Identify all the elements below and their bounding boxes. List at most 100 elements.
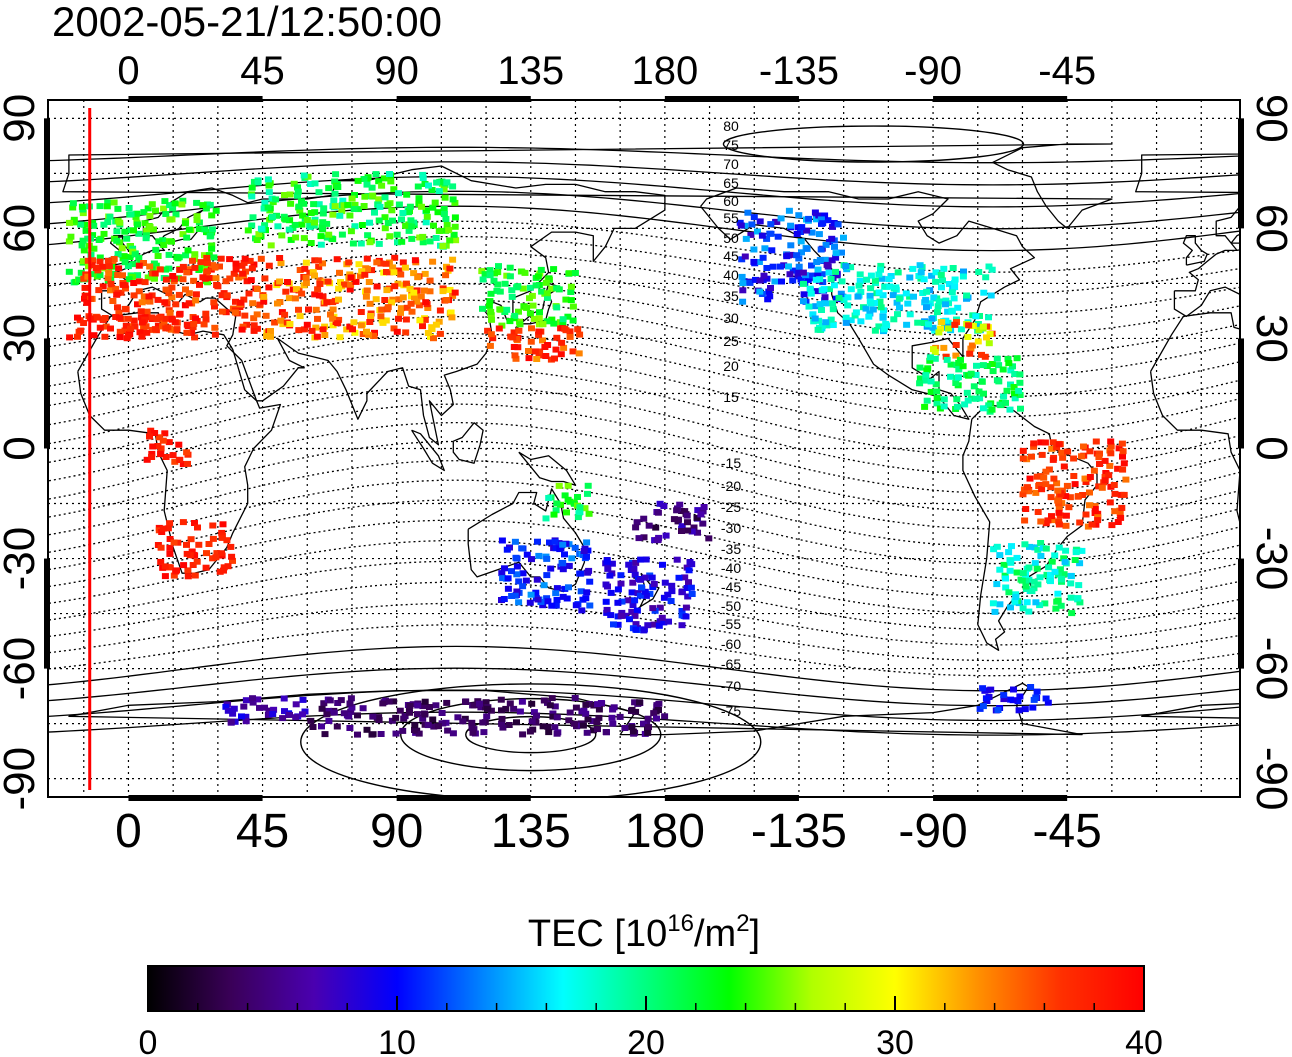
- south-pole-oval: [465, 715, 597, 754]
- tec-point: [110, 256, 118, 262]
- tec-point: [334, 320, 342, 327]
- tec-point: [567, 297, 575, 304]
- tec-point: [531, 348, 539, 355]
- tec-point: [824, 217, 832, 224]
- tec-point: [119, 272, 126, 279]
- tec-point: [558, 339, 566, 346]
- mlat-label: -55: [721, 616, 741, 632]
- colorbar-tick-label: 10: [378, 1024, 416, 1057]
- tec-point: [106, 213, 114, 220]
- tec-point: [513, 588, 521, 595]
- tec-point: [184, 247, 192, 254]
- tec-point: [555, 482, 563, 489]
- tec-point: [218, 292, 226, 299]
- tec-point: [532, 282, 540, 289]
- tec-point: [530, 315, 538, 322]
- tec-point: [1079, 492, 1087, 498]
- mlat-label: 80: [723, 118, 739, 134]
- tec-point: [385, 698, 393, 705]
- tec-point: [542, 515, 550, 522]
- tec-point: [296, 267, 304, 273]
- tec-point: [223, 537, 231, 544]
- tec-point: [151, 270, 159, 277]
- tec-point: [148, 201, 156, 208]
- tec-point: [1017, 405, 1024, 412]
- tec-point: [953, 403, 961, 410]
- south-pole-oval: [300, 683, 762, 797]
- tec-point: [310, 201, 318, 208]
- tec-point: [1019, 455, 1027, 462]
- tec-point: [121, 259, 129, 266]
- tec-point: [415, 730, 423, 737]
- tec-point: [840, 234, 847, 241]
- tec-point: [141, 279, 149, 286]
- tec-point: [917, 269, 925, 276]
- tec-point: [278, 232, 286, 239]
- tec-point: [285, 226, 293, 233]
- tec-point: [1119, 466, 1127, 473]
- tec-point: [668, 582, 676, 589]
- tec-point: [361, 193, 369, 200]
- tec-point: [983, 363, 991, 369]
- tec-point: [567, 289, 575, 295]
- tec-point: [916, 375, 924, 382]
- tec-point: [1057, 491, 1065, 498]
- mlat-contour: [48, 624, 1240, 677]
- tec-point: [1055, 441, 1063, 448]
- tec-point: [1118, 440, 1126, 447]
- tec-point: [480, 729, 488, 736]
- tec-point: [333, 256, 341, 263]
- tec-point: [490, 277, 498, 284]
- tec-point: [451, 223, 459, 230]
- tec-point: [1037, 540, 1045, 546]
- tec-point: [1096, 450, 1103, 457]
- tec-point: [942, 301, 949, 308]
- tec-point: [366, 300, 374, 307]
- tec-point: [432, 321, 440, 328]
- tec-point: [1005, 589, 1013, 596]
- tec-point: [1011, 371, 1019, 377]
- tec-point: [180, 562, 188, 569]
- tec-point: [960, 268, 967, 275]
- tec-point: [559, 560, 567, 566]
- tec-point: [1019, 491, 1027, 498]
- tec-point: [113, 228, 121, 235]
- tec-point: [264, 204, 272, 211]
- tec-point: [256, 704, 263, 711]
- tec-point: [934, 303, 942, 310]
- tec-point: [156, 314, 164, 321]
- tec-point: [179, 197, 187, 204]
- tec-point: [993, 355, 1001, 362]
- tec-point: [391, 254, 399, 261]
- tec-point: [207, 266, 215, 273]
- tec-point: [539, 602, 547, 609]
- tec-point: [118, 245, 126, 252]
- tec-point: [290, 180, 298, 187]
- tec-point: [231, 309, 239, 316]
- tec-point: [660, 619, 668, 626]
- tec-point: [334, 700, 342, 706]
- tec-point: [682, 613, 690, 620]
- tec-point: [828, 235, 836, 242]
- tec-point: [892, 284, 900, 291]
- tec-point: [640, 720, 647, 727]
- tec-point: [508, 287, 516, 294]
- tec-point: [1063, 482, 1071, 489]
- tec-point: [557, 501, 564, 508]
- tec-point: [1019, 447, 1027, 454]
- tec-point: [421, 698, 429, 705]
- tec-point: [203, 550, 210, 557]
- tec-point: [789, 267, 797, 274]
- tec-point: [1078, 547, 1086, 554]
- tec-point: [250, 322, 258, 329]
- mlat-label: -30: [721, 520, 741, 536]
- tec-point: [93, 314, 101, 321]
- tec-point: [1082, 511, 1090, 518]
- tec-point: [1009, 363, 1016, 370]
- tec-point: [549, 710, 557, 717]
- tec-point: [1053, 480, 1061, 487]
- tec-point: [1003, 387, 1011, 394]
- tec-point: [871, 277, 879, 284]
- tec-point: [655, 707, 662, 713]
- tec-point: [1021, 706, 1029, 713]
